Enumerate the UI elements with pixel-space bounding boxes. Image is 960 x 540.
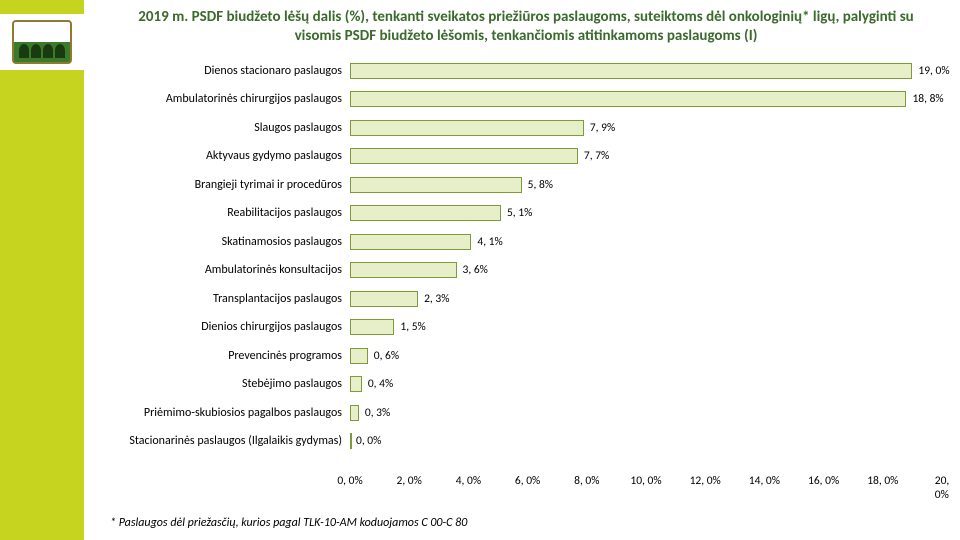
bar — [350, 291, 418, 307]
chart-row: Brangieji tyrimai ir procedūros 5, 8% — [110, 172, 942, 198]
bar — [350, 148, 578, 164]
x-tick: 2, 0% — [397, 474, 422, 488]
data-label: 18, 8% — [912, 91, 943, 107]
logo-icon — [12, 20, 72, 64]
bar-track: 2, 3% — [350, 286, 942, 312]
data-label: 7, 9% — [590, 120, 615, 136]
category-label: Prevencinės programos — [110, 349, 350, 363]
category-label: Stacionarinės paslaugos (Ilgalaikis gydy… — [110, 434, 350, 448]
category-label: Stebėjimo paslaugos — [110, 377, 350, 391]
bar — [350, 262, 457, 278]
category-label: Dienios chirurgijos paslaugos — [110, 320, 350, 334]
logo-box — [0, 14, 84, 70]
bar — [350, 120, 584, 136]
data-label: 5, 8% — [528, 177, 553, 193]
bar-track: 0, 6% — [350, 343, 942, 369]
category-label: Dienos stacionaro paslaugos — [110, 64, 350, 78]
bar — [350, 405, 359, 421]
chart-row: Stacionarinės paslaugos (Ilgalaikis gydy… — [110, 428, 942, 454]
category-label: Transplantacijos paslaugos — [110, 292, 350, 306]
data-label: 0, 3% — [365, 405, 390, 421]
category-label: Ambulatorinės chirurgijos paslaugos — [110, 92, 350, 106]
bar — [350, 63, 912, 79]
bar-track: 0, 0% — [350, 428, 942, 454]
bar — [350, 234, 471, 250]
bar — [350, 319, 394, 335]
content-area: 2019 m. PSDF biudžeto lėšų dalis (%), te… — [110, 8, 942, 532]
chart-row: Aktyvaus gydymo paslaugos 7, 7% — [110, 143, 942, 169]
chart-row: Reabilitacijos paslaugos 5, 1% — [110, 200, 942, 226]
bar-track: 7, 9% — [350, 115, 942, 141]
data-label: 4, 1% — [477, 234, 502, 250]
data-label: 0, 4% — [368, 376, 393, 392]
category-label: Ambulatorinės konsultacijos — [110, 263, 350, 277]
bar — [350, 433, 352, 449]
data-label: 2, 3% — [424, 291, 449, 307]
chart-row: Dienios chirurgijos paslaugos 1, 5% — [110, 314, 942, 340]
bar-track: 4, 1% — [350, 229, 942, 255]
chart-row: Dienos stacionaro paslaugos19, 0% — [110, 58, 942, 84]
data-label: 19, 0% — [918, 63, 949, 79]
category-label: Aktyvaus gydymo paslaugos — [110, 149, 350, 163]
data-label: 5, 1% — [507, 205, 532, 221]
bar — [350, 177, 522, 193]
x-tick: 16, 0% — [808, 474, 839, 488]
bar-track: 19, 0% — [350, 58, 942, 84]
category-label: Priėmimo-skubiosios pagalbos paslaugos — [110, 406, 350, 420]
data-label: 3, 6% — [463, 262, 488, 278]
chart-row: Transplantacijos paslaugos 2, 3% — [110, 286, 942, 312]
x-axis: 0, 0% 2, 0% 4, 0% 6, 0% 8, 0% 10, 0% 12, 0% 14,… — [110, 474, 942, 490]
category-label: Slaugos paslaugos — [110, 121, 350, 135]
x-tick: 12, 0% — [690, 474, 721, 488]
x-tick: 14, 0% — [749, 474, 780, 488]
category-label: Brangieji tyrimai ir procedūros — [110, 178, 350, 192]
data-label: 0, 0% — [356, 433, 381, 449]
chart-row: Slaugos paslaugos 7, 9% — [110, 115, 942, 141]
chart-row: Stebėjimo paslaugos 0, 4% — [110, 371, 942, 397]
bar-track: 5, 8% — [350, 172, 942, 198]
chart-row: Prevencinės programos 0, 6% — [110, 343, 942, 369]
chart-row: Priėmimo-skubiosios pagalbos paslaugos 0,… — [110, 400, 942, 426]
x-tick: 8, 0% — [574, 474, 599, 488]
x-tick: 20, 0% — [935, 474, 950, 502]
data-label: 1, 5% — [400, 319, 425, 335]
bar-track: 0, 3% — [350, 400, 942, 426]
x-tick: 10, 0% — [630, 474, 661, 488]
bar-track: 1, 5% — [350, 314, 942, 340]
data-label: 7, 7% — [584, 148, 609, 164]
footnote: * Paslaugos dėl priežasčių, kurios pagal… — [110, 516, 467, 530]
bar-track: 3, 6% — [350, 257, 942, 283]
bar-track: 0, 4% — [350, 371, 942, 397]
data-label: 0, 6% — [374, 348, 399, 364]
bar — [350, 348, 368, 364]
bar-track: 7, 7% — [350, 143, 942, 169]
category-label: Reabilitacijos paslaugos — [110, 206, 350, 220]
bar-track: 5, 1% — [350, 200, 942, 226]
x-tick: 18, 0% — [867, 474, 898, 488]
left-stripe — [0, 0, 84, 540]
bar-chart: Dienos stacionaro paslaugos19, 0%Ambulat… — [110, 58, 942, 468]
x-tick: 0, 0% — [337, 474, 362, 488]
chart-row: Skatinamosios paslaugos 4, 1% — [110, 229, 942, 255]
chart-row: Ambulatorinės chirurgijos paslaugos 18, 8… — [110, 86, 942, 112]
chart-title: 2019 m. PSDF biudžeto lėšų dalis (%), te… — [110, 8, 942, 46]
x-tick: 4, 0% — [456, 474, 481, 488]
bar — [350, 376, 362, 392]
category-label: Skatinamosios paslaugos — [110, 235, 350, 249]
chart-row: Ambulatorinės konsultacijos 3, 6% — [110, 257, 942, 283]
bar — [350, 205, 501, 221]
bar — [350, 91, 906, 107]
bar-track: 18, 8% — [350, 86, 942, 112]
x-tick: 6, 0% — [515, 474, 540, 488]
